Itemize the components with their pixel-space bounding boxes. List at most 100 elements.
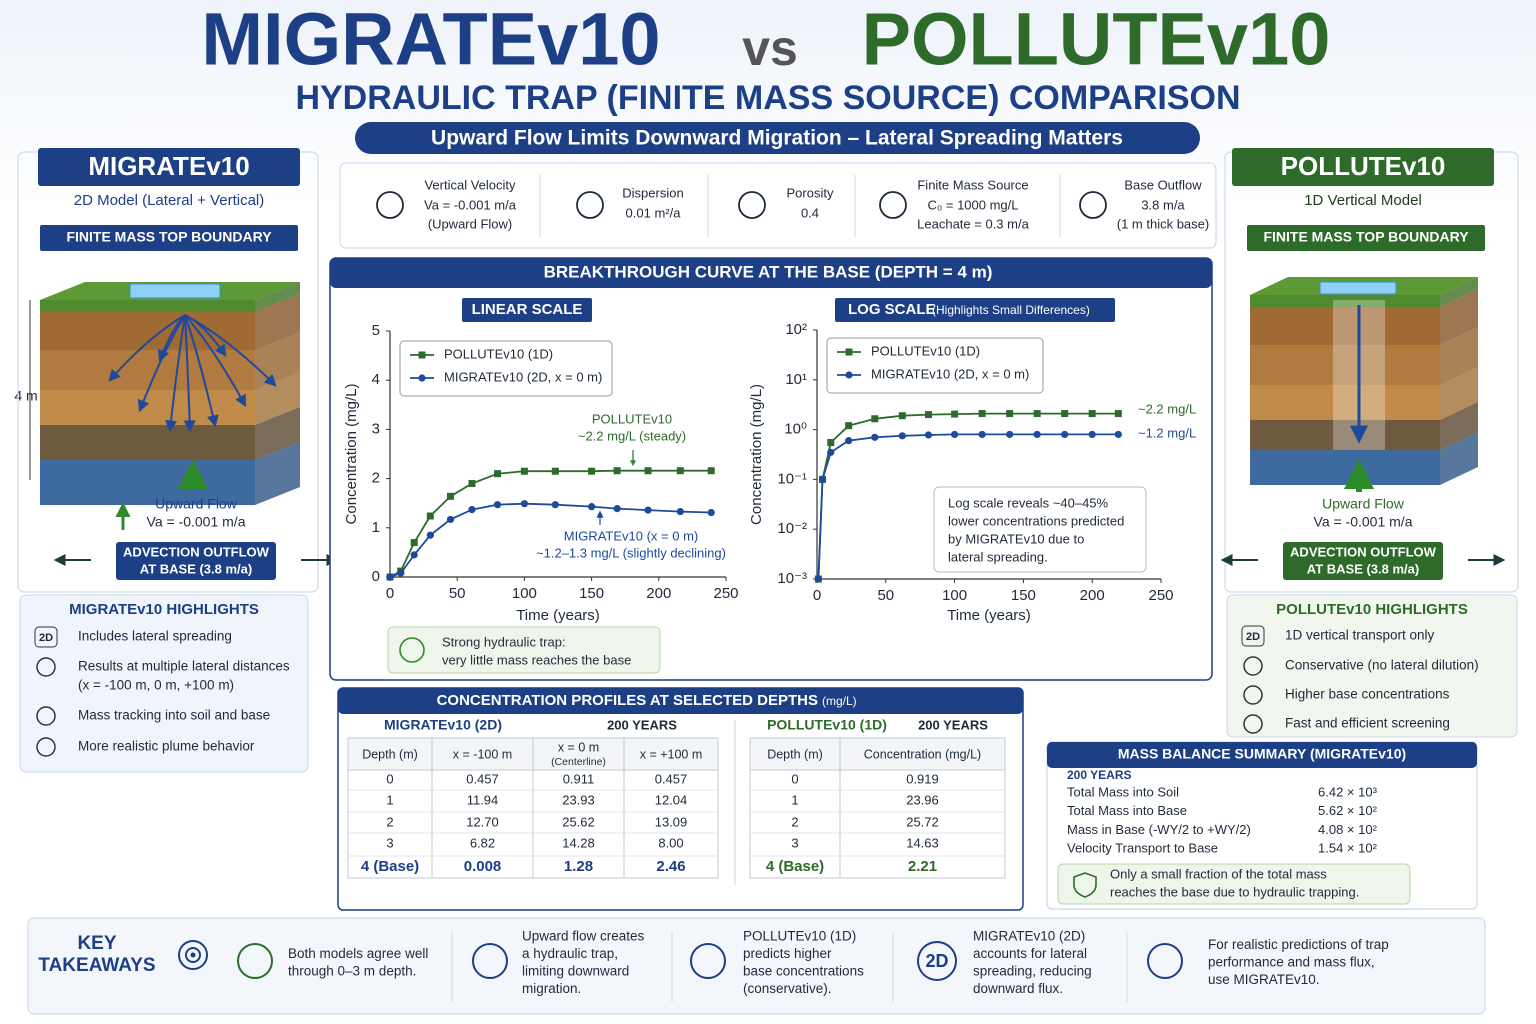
plume-arrow bbox=[183, 314, 196, 433]
table-cell: 25.72 bbox=[906, 814, 939, 829]
param-label: Dispersion bbox=[622, 185, 683, 200]
takeaway-text: predicts higher bbox=[743, 946, 832, 961]
soil-side-shade bbox=[1440, 277, 1478, 485]
chart-title-box bbox=[835, 298, 1115, 322]
param-icon bbox=[576, 191, 604, 219]
table-header: x = -100 m bbox=[453, 747, 512, 761]
panel-title-box bbox=[38, 148, 300, 186]
table-cell: 12.04 bbox=[655, 792, 688, 807]
section-title: BREAKTHROUGH CURVE AT THE BASE (DEPTH = … bbox=[544, 262, 993, 281]
legend-box bbox=[399, 340, 613, 397]
outflow-text: AT BASE (3.8 m/a) bbox=[1307, 561, 1419, 576]
y-tick-label: 1 bbox=[372, 519, 380, 536]
data-point bbox=[468, 480, 476, 488]
param-value: Va = -0.001 m/a bbox=[424, 197, 517, 212]
annotation: ~1.2–1.3 mg/L (slightly declining) bbox=[536, 545, 726, 560]
data-point bbox=[588, 503, 596, 511]
soil-side-shade bbox=[255, 282, 300, 505]
soil-side bbox=[1440, 432, 1478, 485]
data-point bbox=[426, 531, 434, 539]
flow-velocity: Va = -0.001 m/a bbox=[147, 514, 246, 530]
section-unit: (mg/L) bbox=[822, 694, 857, 708]
table-cell: 1 bbox=[791, 792, 798, 807]
soil-side bbox=[1440, 402, 1478, 450]
plume-arrow bbox=[157, 314, 186, 363]
table-cell: 0.919 bbox=[906, 771, 939, 786]
banner-text: Upward Flow Limits Downward Migration – … bbox=[431, 127, 1123, 150]
boundary-badge bbox=[40, 225, 298, 251]
param-value: C₀ = 1000 mg/L bbox=[927, 197, 1018, 212]
param-icon bbox=[376, 191, 404, 219]
annotation: ~2.2 mg/L (steady) bbox=[578, 428, 686, 443]
table-model: POLLUTEv10 (1D) bbox=[767, 717, 887, 733]
param-value: 0.01 m²/a bbox=[626, 205, 682, 220]
legend-label: POLLUTEv10 (1D) bbox=[871, 343, 980, 358]
target-icon bbox=[190, 952, 196, 958]
plume-arrow bbox=[165, 314, 186, 433]
data-point bbox=[494, 470, 502, 478]
icon bbox=[1243, 656, 1263, 676]
data-point bbox=[871, 415, 879, 423]
x-tick-label: 150 bbox=[1011, 587, 1036, 604]
soil-layer bbox=[40, 312, 255, 350]
highlights-title: POLLUTEv10 HIGHLIGHTS bbox=[1276, 601, 1468, 618]
panel-subtitle: 2D Model (Lateral + Vertical) bbox=[74, 192, 265, 209]
note-icon bbox=[399, 637, 425, 663]
table-cell: 3 bbox=[386, 835, 393, 850]
data-point bbox=[951, 430, 959, 439]
x-tick-label: 200 bbox=[1080, 587, 1105, 604]
soil-layer bbox=[40, 300, 255, 312]
legend-box bbox=[826, 337, 1044, 394]
plume-arrow bbox=[184, 314, 219, 428]
soil-side bbox=[1440, 367, 1478, 420]
icon-text: 2D bbox=[39, 632, 53, 644]
x-tick-label: 250 bbox=[1148, 587, 1173, 604]
table-cell: 0 bbox=[386, 771, 393, 786]
annotation: ~2.2 mg/L bbox=[1138, 401, 1196, 416]
flow-label: Upward Flow bbox=[1322, 496, 1405, 512]
data-point bbox=[520, 467, 528, 475]
soil-side bbox=[255, 407, 300, 460]
table-cell: 11.94 bbox=[467, 792, 499, 807]
legend-label: MIGRATEv10 (2D, x = 0 m) bbox=[444, 369, 602, 384]
table-header: Depth (m) bbox=[767, 747, 823, 761]
data-point bbox=[446, 515, 455, 524]
table-header: (Centerline) bbox=[551, 756, 606, 768]
y-axis-label: Concentration (mg/L) bbox=[748, 384, 765, 525]
data-point bbox=[827, 448, 835, 456]
takeaway-text: performance and mass flux, bbox=[1208, 955, 1375, 970]
table-cell: 23.96 bbox=[906, 792, 939, 807]
soil-layer bbox=[40, 460, 255, 505]
takeaway-text: downward flux. bbox=[973, 981, 1063, 996]
takeaway-text: POLLUTEv10 (1D) bbox=[743, 928, 856, 943]
table-cell: 0.008 bbox=[464, 858, 502, 875]
param-icon bbox=[738, 191, 766, 219]
table-cell: 0 bbox=[791, 771, 798, 786]
table-header: Depth (m) bbox=[362, 747, 418, 761]
table-cell: 25.62 bbox=[562, 814, 595, 829]
data-point bbox=[924, 411, 932, 419]
highlight-text: Higher base concentrations bbox=[1285, 687, 1450, 702]
data-point bbox=[978, 410, 986, 418]
section-title: MASS BALANCE SUMMARY (MIGRATEv10) bbox=[1118, 746, 1406, 762]
takeaway-text: through 0–3 m depth. bbox=[288, 963, 416, 978]
soil-layer bbox=[1250, 420, 1440, 450]
y-tick-label: 10⁻³ bbox=[777, 570, 807, 587]
profiles-header bbox=[338, 688, 1023, 714]
title: vs bbox=[742, 20, 798, 76]
soil-side bbox=[255, 372, 300, 425]
panel-title: POLLUTEv10 bbox=[1281, 151, 1446, 181]
source bbox=[1319, 281, 1397, 295]
subtitle: HYDRAULIC TRAP (FINITE MASS SOURCE) COMP… bbox=[295, 79, 1240, 117]
x-tick-label: 100 bbox=[942, 587, 967, 604]
y-tick-label: 10¹ bbox=[785, 371, 807, 388]
soil-side bbox=[1440, 289, 1478, 345]
highlight-text: Fast and efficient screening bbox=[1285, 716, 1450, 731]
param-icon bbox=[879, 191, 907, 219]
note-box bbox=[1057, 863, 1411, 905]
mass-balance-label: Velocity Transport to Base bbox=[1067, 841, 1218, 856]
note-text: lower concentrations predicted bbox=[948, 513, 1124, 528]
legend-label: POLLUTEv10 (1D) bbox=[444, 346, 553, 361]
panel-subtitle: 1D Vertical Model bbox=[1304, 192, 1422, 209]
highlight-text: Conservative (no lateral dilution) bbox=[1285, 658, 1479, 673]
